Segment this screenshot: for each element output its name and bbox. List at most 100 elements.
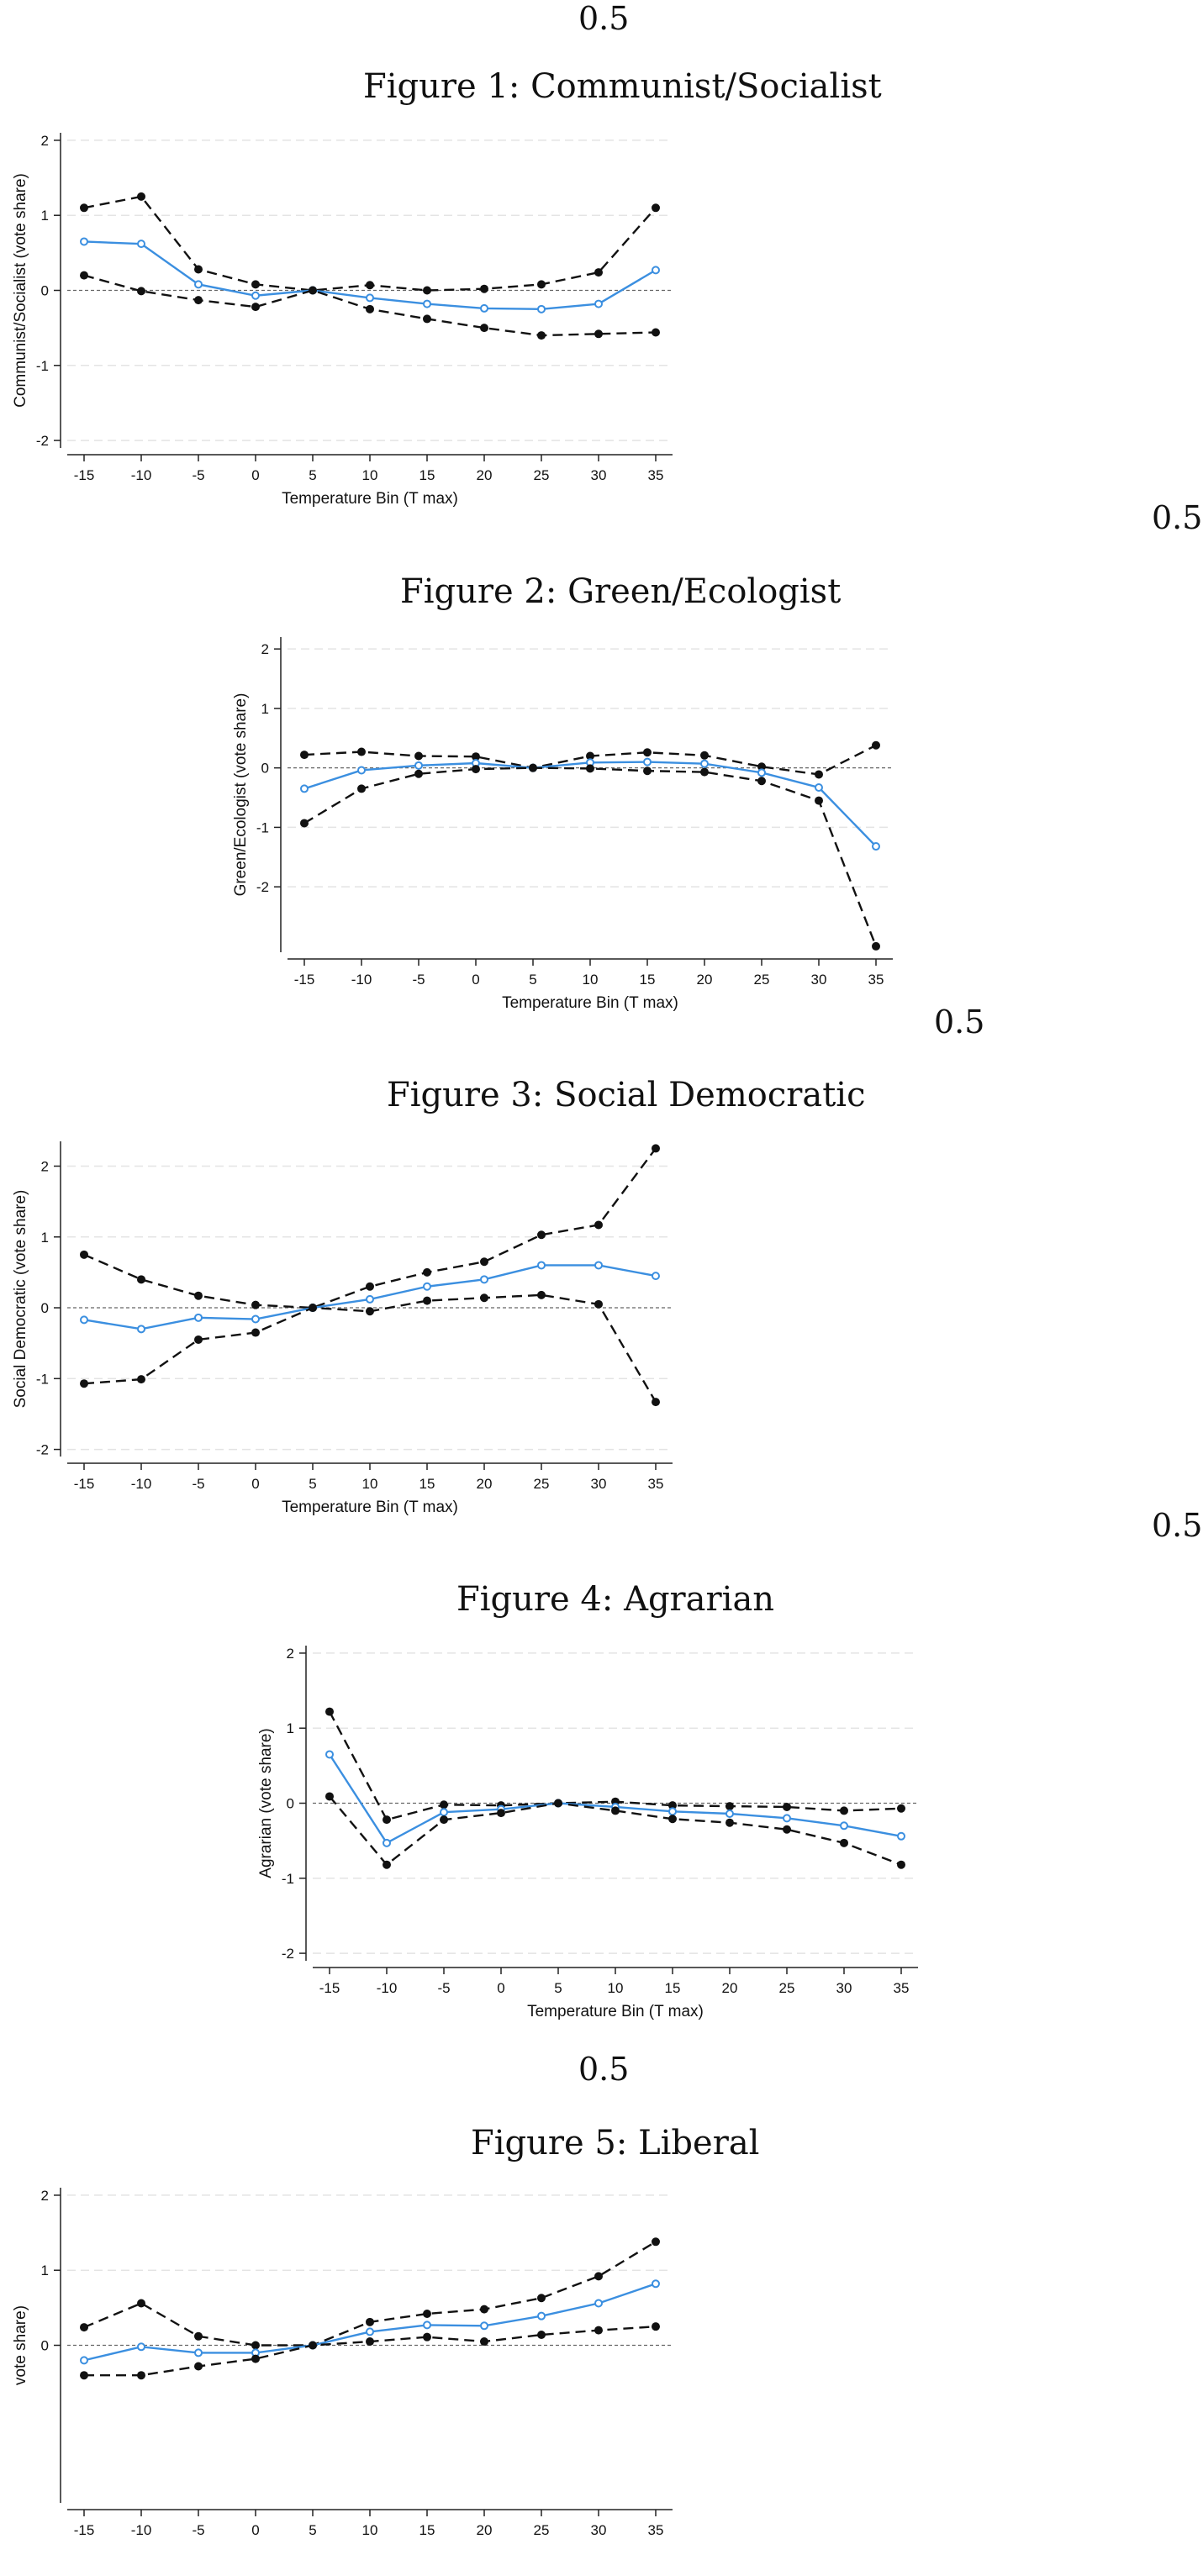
x-tick-label: -15	[294, 972, 315, 988]
lower-bound-point	[194, 2362, 203, 2371]
lower-bound-point	[537, 2331, 546, 2339]
upper-bound-point	[300, 751, 309, 760]
estimate-point	[194, 1313, 203, 1322]
estimate-point	[643, 757, 652, 766]
figure-4-title: Figure 4: Agrarian	[456, 1580, 775, 1619]
x-tick-label: 5	[309, 2522, 316, 2538]
upper-series-line	[83, 195, 657, 292]
estimate-point	[652, 1272, 660, 1281]
upper-bound-point	[251, 1300, 260, 1309]
estimate-point	[251, 1314, 260, 1324]
estimate-point	[440, 1808, 448, 1817]
x-tick-label: 5	[309, 1476, 316, 1492]
upper-bound-point	[652, 2237, 660, 2247]
lower-bound-point	[652, 328, 660, 337]
x-tick-label: 25	[534, 2522, 550, 2538]
x-tick-label: 15	[640, 972, 656, 988]
lower-bound-point	[423, 314, 431, 324]
lower-bound-point	[309, 1304, 317, 1313]
lower-bound-point	[872, 941, 880, 951]
x-tick-label: 10	[362, 467, 378, 483]
y-tick-label: 0	[261, 761, 269, 777]
x-tick-label: -5	[192, 2522, 204, 2538]
estimate-point	[300, 784, 309, 793]
x-tick-label: 35	[648, 2522, 664, 2538]
x-tick-label: 30	[591, 1476, 607, 1492]
estimate-point	[537, 2311, 546, 2321]
lower-bound-point	[80, 271, 88, 280]
x-tick-label: -10	[377, 1980, 398, 1996]
estimate-point	[480, 1275, 488, 1284]
x-tick-label: 0	[472, 972, 479, 988]
section-marker: 0.5	[1152, 499, 1203, 536]
lower-bound-point	[137, 2371, 145, 2380]
estimate-point	[594, 1261, 603, 1270]
estimate-point	[594, 2299, 603, 2308]
lower-bound-point	[194, 296, 203, 305]
y-tick-label: 1	[261, 701, 269, 717]
x-tick-label: 10	[362, 2522, 378, 2538]
figure-5-chart: 0 1 2 -15 -10 -5 0 5 10 15 20 25 30 35 vote share)	[12, 2188, 673, 2538]
x-tick-label: 20	[722, 1980, 738, 1996]
lower-bound-point	[497, 1809, 505, 1818]
upper-bound-point	[80, 2323, 88, 2332]
x-tick-label: 30	[836, 1980, 852, 1996]
lower-bound-point	[700, 767, 709, 777]
y-tick-label: 2	[41, 133, 49, 149]
estimate-point	[80, 237, 88, 246]
estimate-point	[725, 1810, 734, 1818]
y-tick-label: 1	[287, 1720, 294, 1736]
estimate-point	[194, 2348, 203, 2357]
x-axis-label: Temperature Bin (T max)	[282, 490, 458, 508]
upper-bound-point	[366, 281, 374, 290]
x-tick-label: 25	[754, 972, 770, 988]
figure-2-title: Figure 2: Green/Ecologist	[400, 572, 842, 611]
estimate-point	[423, 2321, 431, 2330]
lower-bound-point	[366, 2337, 374, 2347]
y-tick-label: 2	[287, 1646, 294, 1662]
lower-bound-point	[309, 286, 317, 295]
x-tick-label: 25	[779, 1980, 795, 1996]
upper-bound-point	[423, 2310, 431, 2318]
upper-bound-point	[594, 1220, 603, 1230]
upper-bound-point	[80, 203, 88, 213]
upper-bound-point	[700, 751, 709, 760]
lower-series-line	[329, 1795, 902, 1867]
x-tick-label: 0	[251, 2522, 259, 2538]
upper-bound-point	[251, 280, 260, 289]
estimate-point	[594, 299, 603, 308]
lower-bound-point	[594, 2326, 603, 2335]
upper-bound-point	[480, 284, 488, 293]
lower-bound-point	[300, 819, 309, 828]
estimate-point	[897, 1831, 905, 1841]
x-tick-label: 35	[648, 1476, 664, 1492]
estimate-point	[325, 1750, 334, 1759]
upper-bound-point	[594, 268, 603, 277]
lower-bound-point	[815, 796, 823, 805]
y-tick-label: -2	[282, 1946, 294, 1962]
estimate-point	[537, 1261, 546, 1270]
section-marker: 0.5	[578, 0, 630, 37]
x-tick-label: 10	[362, 1476, 378, 1492]
estimate-point	[383, 1838, 391, 1847]
x-tick-label: 20	[477, 2522, 493, 2538]
y-tick-label: 0	[41, 2338, 49, 2354]
y-tick-label: 1	[41, 1230, 49, 1246]
x-tick-label: -5	[192, 1476, 204, 1492]
x-tick-label: -5	[412, 972, 425, 988]
lower-bound-point	[251, 303, 260, 312]
upper-bound-point	[840, 1806, 848, 1815]
x-tick-label: -5	[437, 1980, 450, 1996]
estimate-point	[480, 2321, 488, 2331]
estimate-point	[537, 304, 546, 313]
estimate-point	[414, 761, 423, 770]
x-tick-label: -15	[74, 467, 95, 483]
section-marker: 0.5	[578, 2051, 630, 2088]
lower-bound-point	[537, 331, 546, 340]
y-tick-label: -1	[256, 819, 269, 835]
upper-bound-point	[725, 1802, 734, 1811]
x-tick-label: 30	[811, 972, 827, 988]
